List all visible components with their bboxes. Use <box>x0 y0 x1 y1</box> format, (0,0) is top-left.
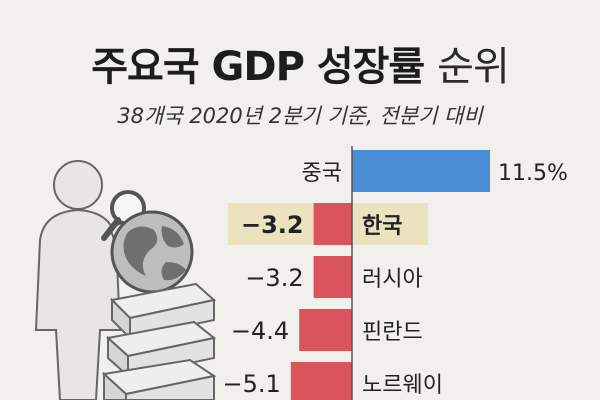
category-label: 한국 <box>362 214 402 239</box>
chart-title-main: 주요국 GDP 성장률 <box>91 44 425 90</box>
bar <box>313 203 352 245</box>
bar <box>290 362 352 400</box>
value-label: −5.1 <box>223 370 281 398</box>
bar <box>352 150 490 192</box>
globe-icon <box>110 210 194 294</box>
chart-title: 주요국 GDP 성장률 순위 <box>0 34 600 92</box>
category-label: 중국 <box>302 161 342 186</box>
bar <box>313 256 352 298</box>
category-label: 핀란드 <box>362 320 423 345</box>
chart-subtitle: 38개국 2020년 2분기 기준, 전분기 대비 <box>117 104 483 128</box>
value-label: 11.5% <box>498 161 568 186</box>
money-stack-icon <box>101 282 217 400</box>
chart-title-suffix: 순위 <box>437 44 510 90</box>
category-label: 러시아 <box>362 267 423 292</box>
bar <box>299 309 352 351</box>
category-label: 노르웨이 <box>362 373 443 398</box>
value-label: −3.2 <box>245 264 303 292</box>
value-label: −3.2 <box>241 211 304 239</box>
value-label: −4.4 <box>231 317 289 345</box>
